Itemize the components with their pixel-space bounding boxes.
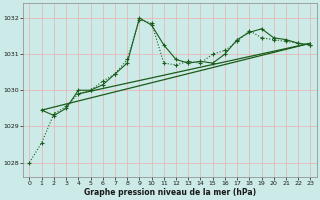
X-axis label: Graphe pression niveau de la mer (hPa): Graphe pression niveau de la mer (hPa) xyxy=(84,188,256,197)
